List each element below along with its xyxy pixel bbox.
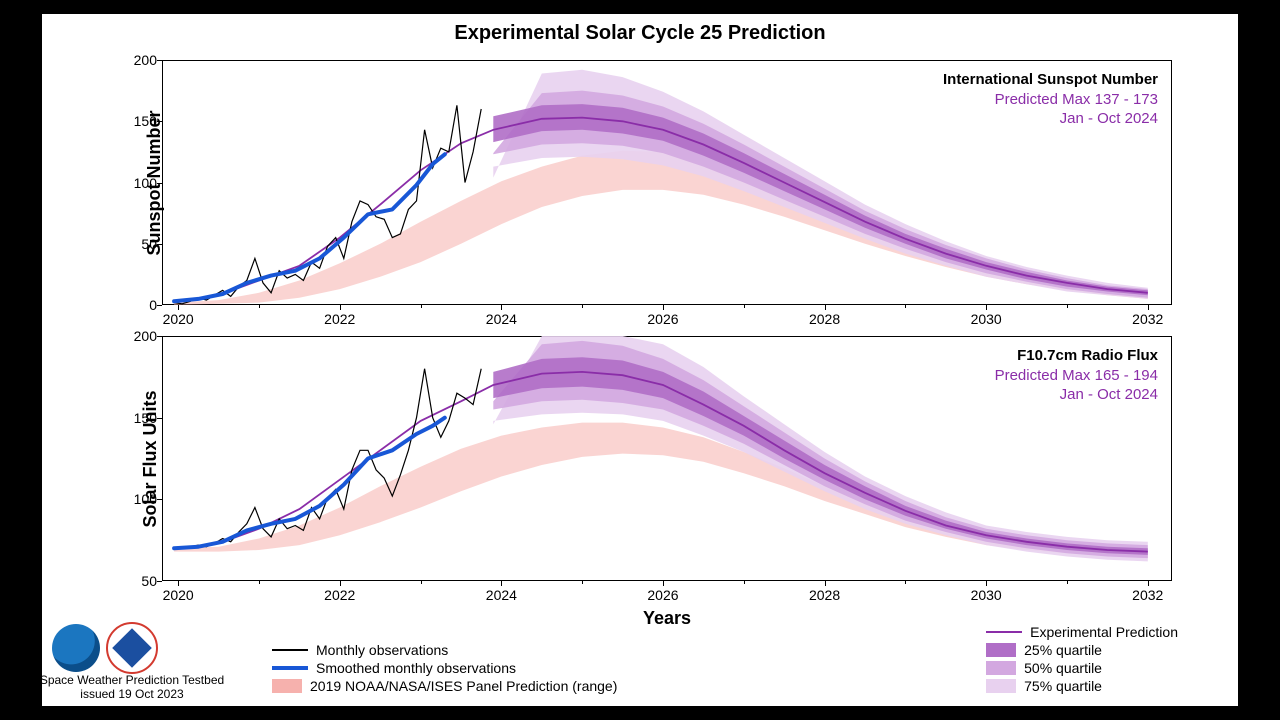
y-tick-label: 150 bbox=[117, 410, 157, 426]
legend-item: Monthly observations bbox=[272, 642, 617, 658]
legend-right: Experimental Prediction 25% quartile 50% q… bbox=[986, 622, 1178, 696]
x-tick-label: 2022 bbox=[324, 311, 355, 327]
legend-item: 50% quartile bbox=[986, 660, 1178, 676]
x-tick-label: 2028 bbox=[809, 587, 840, 603]
x-tick-label: 2024 bbox=[486, 587, 517, 603]
figure-footer: Space Weather Prediction Testbed issued … bbox=[42, 624, 1238, 702]
y-tick-label: 100 bbox=[117, 175, 157, 191]
y-tick-label: 50 bbox=[117, 573, 157, 589]
panel-sunspot: Sunspot Number International Sunspot Num… bbox=[162, 60, 1172, 305]
panel-annotation: International Sunspot Number Predicted M… bbox=[943, 70, 1158, 129]
y-tick-label: 200 bbox=[117, 52, 157, 68]
x-tick-label: 2026 bbox=[647, 311, 678, 327]
y-tick-label: 50 bbox=[117, 236, 157, 252]
legend-left: Monthly observations Smoothed monthly obs… bbox=[272, 640, 617, 696]
credit-text: Space Weather Prediction Testbed issued … bbox=[2, 674, 262, 702]
x-tick-label: 2022 bbox=[324, 587, 355, 603]
x-tick-label: 2020 bbox=[163, 587, 194, 603]
legend-item: Experimental Prediction bbox=[986, 624, 1178, 640]
y-tick-label: 0 bbox=[117, 297, 157, 313]
figure-title: Experimental Solar Cycle 25 Prediction bbox=[42, 22, 1238, 45]
x-tick-label: 2028 bbox=[809, 311, 840, 327]
x-tick-label: 2026 bbox=[647, 587, 678, 603]
y-tick-label: 150 bbox=[117, 113, 157, 129]
panel-annotation: F10.7cm Radio Flux Predicted Max 165 - 1… bbox=[995, 346, 1158, 405]
x-tick-label: 2020 bbox=[163, 311, 194, 327]
panel-flux: Solar Flux Units Years F10.7cm Radio Flu… bbox=[162, 336, 1172, 581]
x-tick-label: 2030 bbox=[971, 311, 1002, 327]
y-tick-label: 200 bbox=[117, 328, 157, 344]
noaa-logo-icon bbox=[52, 624, 100, 672]
x-tick-label: 2030 bbox=[971, 587, 1002, 603]
x-tick-label: 2032 bbox=[1132, 587, 1163, 603]
logo-row bbox=[52, 622, 158, 674]
legend-item: 2019 NOAA/NASA/ISES Panel Prediction (ra… bbox=[272, 678, 617, 694]
x-tick-label: 2024 bbox=[486, 311, 517, 327]
legend-item: Smoothed monthly observations bbox=[272, 660, 617, 676]
figure: Experimental Solar Cycle 25 Prediction S… bbox=[42, 14, 1238, 706]
nws-logo-icon bbox=[106, 622, 158, 674]
legend-item: 75% quartile bbox=[986, 678, 1178, 694]
x-tick-label: 2032 bbox=[1132, 311, 1163, 327]
y-tick-label: 100 bbox=[117, 491, 157, 507]
legend-item: 25% quartile bbox=[986, 642, 1178, 658]
